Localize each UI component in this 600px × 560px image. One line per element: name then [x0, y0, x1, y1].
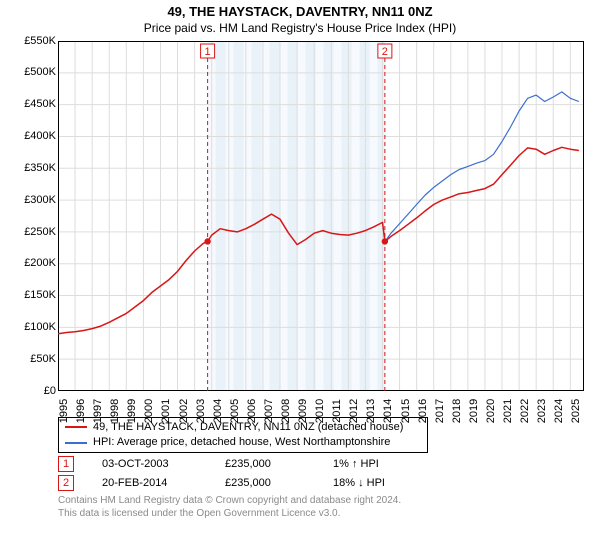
- sale-date: 03-OCT-2003: [102, 458, 197, 470]
- x-axis-tick: 2004: [212, 398, 224, 422]
- x-axis-tick: 2009: [297, 398, 309, 422]
- legend-item: HPI: Average price, detached house, West…: [65, 435, 421, 450]
- x-axis-tick: 2024: [553, 398, 565, 422]
- x-axis-tick: 2015: [400, 398, 412, 422]
- y-axis-tick: £250K: [12, 226, 56, 238]
- x-axis-tick: 2013: [365, 398, 377, 422]
- x-axis-tick: 2001: [160, 398, 172, 422]
- x-axis-tick: 1997: [92, 398, 104, 422]
- y-axis-tick: £100K: [12, 321, 56, 333]
- sale-hpi-delta: 1% ↑ HPI: [333, 458, 423, 470]
- x-axis-tick: 1995: [58, 398, 70, 422]
- page-title: 49, THE HAYSTACK, DAVENTRY, NN11 0NZ: [10, 4, 590, 20]
- x-axis-tick: 2012: [348, 398, 360, 422]
- y-axis-tick: £150K: [12, 289, 56, 301]
- x-axis-tick: 2023: [536, 398, 548, 422]
- sale-price: £235,000: [225, 458, 305, 470]
- y-axis-tick: £50K: [12, 353, 56, 365]
- x-axis-tick: 1999: [126, 398, 138, 422]
- x-axis-tick: 2003: [195, 398, 207, 422]
- x-axis-tick: 2020: [485, 398, 497, 422]
- sale-hpi-delta: 18% ↓ HPI: [333, 477, 423, 489]
- sales-list: 1 03-OCT-2003 £235,000 1% ↑ HPI 2 20-FEB-2014…: [58, 456, 590, 491]
- x-axis-tick: 2006: [246, 398, 258, 422]
- sale-row: 1 03-OCT-2003 £235,000 1% ↑ HPI: [58, 456, 590, 472]
- x-axis-tick: 2000: [143, 398, 155, 422]
- svg-text:2: 2: [382, 46, 388, 58]
- x-axis-tick: 2019: [468, 398, 480, 422]
- x-axis-tick: 2016: [417, 398, 429, 422]
- x-axis-tick: 2014: [382, 398, 394, 422]
- footnote: Contains HM Land Registry data © Crown c…: [58, 495, 590, 520]
- y-axis-tick: £550K: [12, 35, 56, 47]
- x-axis-tick: 2018: [451, 398, 463, 422]
- x-axis-tick: 2022: [519, 398, 531, 422]
- y-axis-tick: £400K: [12, 130, 56, 142]
- chart-area: £0 £50K £100K £150K £200K £250K £300K £350K £400…: [10, 41, 590, 411]
- x-axis-tick: 2021: [502, 398, 514, 422]
- page-subtitle: Price paid vs. HM Land Registry's House …: [10, 21, 590, 35]
- legend-swatch: [65, 426, 87, 428]
- sale-row: 2 20-FEB-2014 £235,000 18% ↓ HPI: [58, 475, 590, 491]
- x-axis-tick: 2010: [314, 398, 326, 422]
- x-axis-tick: 1996: [75, 398, 87, 422]
- x-axis-tick: 2005: [229, 398, 241, 422]
- x-axis-tick: 2017: [434, 398, 446, 422]
- legend-swatch: [65, 442, 87, 444]
- sale-marker: 1: [58, 456, 74, 472]
- footnote-line: This data is licensed under the Open Gov…: [58, 508, 590, 521]
- y-axis-tick: £200K: [12, 257, 56, 269]
- y-axis-tick: £350K: [12, 162, 56, 174]
- x-axis-tick: 2007: [263, 398, 275, 422]
- y-axis-tick: £450K: [12, 98, 56, 110]
- footnote-line: Contains HM Land Registry data © Crown c…: [58, 495, 590, 508]
- x-axis-tick: 2011: [331, 399, 343, 423]
- x-axis-tick: 2008: [280, 398, 292, 422]
- svg-text:1: 1: [205, 46, 211, 58]
- legend-label: HPI: Average price, detached house, West…: [93, 435, 390, 450]
- sale-price: £235,000: [225, 477, 305, 489]
- y-axis-tick: £0: [12, 385, 56, 397]
- y-axis-tick: £300K: [12, 194, 56, 206]
- sale-marker: 2: [58, 475, 74, 491]
- x-axis-tick: 2025: [570, 398, 582, 422]
- sale-date: 20-FEB-2014: [102, 477, 197, 489]
- price-chart: 12: [58, 41, 584, 391]
- x-axis-tick: 1998: [109, 398, 121, 422]
- y-axis-tick: £500K: [12, 66, 56, 78]
- x-axis-tick: 2002: [178, 398, 190, 422]
